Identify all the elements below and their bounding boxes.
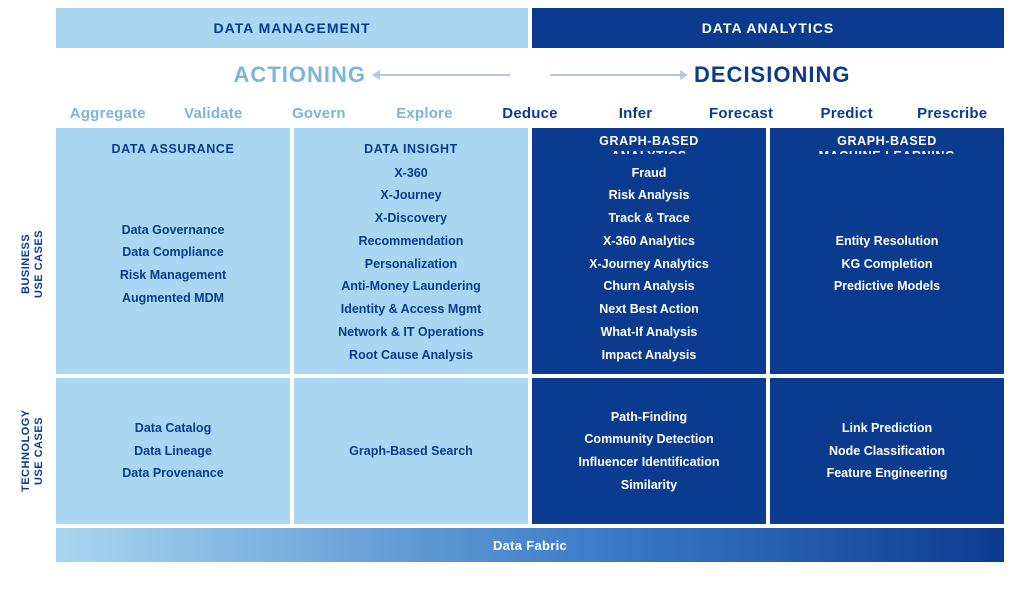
technology-cell-2: Path-FindingCommunity DetectionInfluence… xyxy=(532,378,766,524)
activity-prescribe: Prescribe xyxy=(900,105,1004,122)
phase-row: ACTIONING DECISIONING xyxy=(56,52,1004,98)
business-cell-2: FraudRisk AnalysisTrack & TraceX-360 Ana… xyxy=(532,154,766,374)
technology-row: Data CatalogData LineageData Provenance … xyxy=(56,378,1004,524)
phase-decisioning: DECISIONING xyxy=(532,62,1004,88)
phase-actioning: ACTIONING xyxy=(56,62,528,88)
infographic-root: BUSINESSUSE CASES TECHNOLOGYUSE CASES DA… xyxy=(10,8,1004,604)
activity-deduce: Deduce xyxy=(478,105,582,122)
business-cell-1: X-360X-JourneyX-DiscoveryRecommendationP… xyxy=(294,154,528,374)
business-row: Data GovernanceData ComplianceRisk Manag… xyxy=(56,154,1004,374)
activity-explore: Explore xyxy=(373,105,477,122)
arrow-right-icon xyxy=(550,74,680,76)
phase-decisioning-label: DECISIONING xyxy=(694,62,850,88)
arrow-left-icon xyxy=(380,74,510,76)
phase-actioning-label: ACTIONING xyxy=(234,62,366,88)
activity-validate: Validate xyxy=(162,105,266,122)
footer-data-fabric: Data Fabric xyxy=(56,528,1004,562)
technology-cell-3: Link PredictionNode ClassificationFeatur… xyxy=(770,378,1004,524)
activity-govern: Govern xyxy=(267,105,371,122)
activity-row: Aggregate Validate Govern Explore Deduce… xyxy=(56,102,1004,124)
activity-forecast: Forecast xyxy=(689,105,793,122)
activity-predict: Predict xyxy=(795,105,899,122)
business-cell-0: Data GovernanceData ComplianceRisk Manag… xyxy=(56,154,290,374)
side-label-technology: TECHNOLOGYUSE CASES xyxy=(10,378,56,524)
technology-cell-1: Graph-Based Search xyxy=(294,378,528,524)
header-row: DATA MANAGEMENT DATA ANALYTICS xyxy=(56,8,1004,48)
side-label-business: BUSINESSUSE CASES xyxy=(10,154,56,374)
main-grid: DATA MANAGEMENT DATA ANALYTICS ACTIONING… xyxy=(56,8,1004,604)
side-labels-column: BUSINESSUSE CASES TECHNOLOGYUSE CASES xyxy=(10,8,56,604)
header-data-management: DATA MANAGEMENT xyxy=(56,8,528,48)
activities-and-categories: Aggregate Validate Govern Explore Deduce… xyxy=(56,102,1004,150)
technology-cell-0: Data CatalogData LineageData Provenance xyxy=(56,378,290,524)
activity-infer: Infer xyxy=(584,105,688,122)
business-cell-3: Entity ResolutionKG CompletionPredictive… xyxy=(770,154,1004,374)
activity-aggregate: Aggregate xyxy=(56,105,160,122)
header-data-analytics: DATA ANALYTICS xyxy=(532,8,1004,48)
